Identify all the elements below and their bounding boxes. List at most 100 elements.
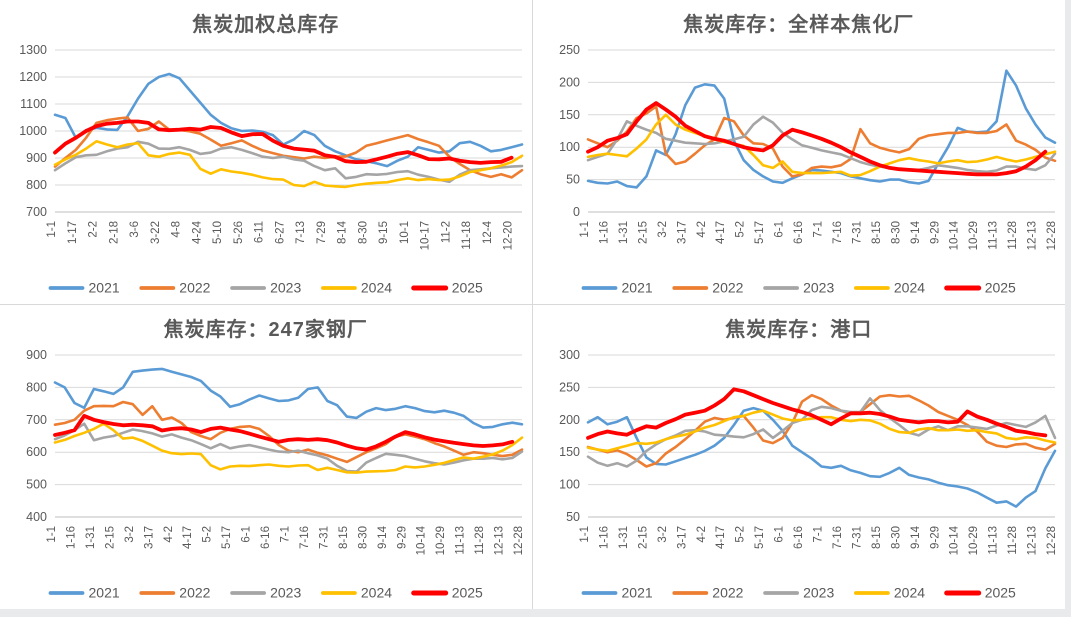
y-axis-labels: 400 500 600 700 800 900 — [26, 348, 47, 524]
chart-title-steel-mills: 焦炭库存：247家钢厂 — [163, 318, 368, 341]
x-tick-label: 4-2 — [163, 526, 175, 543]
x-tick-label: 5-10 — [212, 221, 224, 244]
y-tick-label: 100 — [559, 477, 580, 491]
y-tick-label: 50 — [566, 510, 580, 524]
x-tick-label: 1-1 — [46, 221, 58, 238]
x-tick-label: 11-28 — [1007, 526, 1019, 555]
x-tick-label: 9-14 — [909, 525, 921, 549]
chart-panel-coking-plants: 焦炭库存：全样本焦化厂 0 50 100 150 200 250 1-1 1-16 1-31 2-… — [532, 0, 1065, 305]
x-tick-label: 11-13 — [987, 221, 999, 250]
y-tick-label: 800 — [26, 380, 47, 394]
x-tick-label: 3-2 — [656, 221, 668, 238]
x-tick-label: 4-17 — [182, 526, 194, 549]
chart-panel-steel-mills: 焦炭库存：247家钢厂 400 500 600 700 800 900 1-1 1-16 1-3… — [0, 304, 533, 609]
x-tick-label: 5-26 — [233, 221, 245, 244]
legend-label-2022: 2022 — [179, 584, 210, 600]
legend-label-2024: 2024 — [361, 584, 392, 600]
x-axis-labels: 1-1 1-16 1-31 2-15 3-2 3-17 4-2 4-17 5-2 5-17 6-1 6… — [579, 525, 1058, 555]
x-tick-label: 12-28 — [1046, 526, 1058, 555]
x-tick-label: 1-31 — [85, 526, 97, 549]
x-tick-label: 5-2 — [734, 221, 746, 238]
chart-canvas-steel-mills: 400 500 600 700 800 900 1-1 1-16 1-31 2-15 3-2 3-17… — [26, 348, 525, 601]
x-tick-label: 1-16 — [598, 221, 610, 244]
y-tick-label: 0 — [573, 205, 580, 219]
chart-canvas-weighted-total: 700 800 900 1000 1100 1200 1300 1-1 1-17 2-2 2-18 3… — [19, 43, 524, 296]
series-line-2021 — [586, 406, 1056, 508]
legend-label-2021: 2021 — [89, 280, 120, 296]
x-tick-label: 10-14 — [948, 525, 960, 555]
x-tick-label: 6-16 — [260, 526, 272, 549]
y-tick-label: 900 — [26, 151, 47, 165]
x-tick-label: 11-2 — [440, 221, 452, 243]
x-tick-label: 11-13 — [987, 526, 999, 555]
series-lines — [585, 386, 1056, 508]
x-tick-label: 5-17 — [754, 221, 766, 244]
y-tick-label: 600 — [26, 445, 47, 459]
x-tick-label: 1-31 — [617, 221, 629, 244]
legend-label-2021: 2021 — [89, 584, 120, 600]
series-line-2024 — [586, 408, 1056, 452]
x-tick-label: 10-14 — [948, 220, 960, 250]
x-tick-label: 7-31 — [318, 526, 330, 549]
x-tick-label: 12-28 — [1046, 221, 1058, 250]
legend-label-2024: 2024 — [361, 280, 392, 296]
x-tick-label: 3-17 — [676, 221, 688, 244]
y-tick-label: 900 — [26, 348, 47, 362]
series-line-2024 — [53, 421, 524, 474]
series-line-2022 — [53, 400, 524, 463]
series-line-2025 — [585, 386, 1047, 440]
x-tick-label: 11-28 — [1007, 221, 1019, 250]
x-tick-label: 9-14 — [909, 220, 921, 244]
legend-label-2025: 2025 — [984, 280, 1015, 296]
x-tick-label: 8-30 — [357, 526, 369, 549]
x-tick-label: 3-6 — [129, 221, 141, 238]
y-tick-label: 1000 — [19, 124, 47, 138]
x-tick-label: 8-30 — [890, 221, 902, 244]
series-line-2023 — [53, 421, 524, 473]
y-tick-label: 1100 — [20, 97, 47, 111]
x-tick-label: 4-24 — [191, 220, 203, 244]
x-axis-labels: 1-1 1-16 1-31 2-15 3-2 3-17 4-2 4-17 5-2 5-17 6-1 6… — [46, 525, 525, 555]
legend-label-2024: 2024 — [893, 280, 924, 296]
x-tick-label: 1-31 — [617, 526, 629, 549]
legend: 2021 2022 2023 2024 2025 — [48, 584, 483, 600]
chart-canvas-coking-plants: 0 50 100 150 200 250 1-1 1-16 1-31 2-15 3-2 3-17 4-2… — [559, 43, 1058, 296]
x-tick-label: 2-15 — [637, 221, 649, 244]
x-tick-label: 9-29 — [396, 526, 408, 549]
x-tick-label: 12-13 — [1026, 526, 1038, 555]
x-tick-label: 9-14 — [377, 525, 389, 549]
y-tick-label: 250 — [559, 43, 580, 57]
x-tick-label: 1-1 — [579, 526, 591, 543]
legend-label-2021: 2021 — [621, 280, 652, 296]
x-tick-label: 7-31 — [851, 221, 863, 244]
x-tick-label: 12-28 — [513, 526, 525, 555]
x-tick-label: 4-17 — [715, 526, 727, 549]
x-tick-label: 8-15 — [870, 221, 882, 244]
x-tick-label: 6-1 — [241, 526, 253, 543]
x-tick-label: 11-13 — [455, 526, 467, 555]
y-tick-label: 150 — [559, 108, 580, 122]
x-axis-labels: 1-1 1-16 1-31 2-15 3-2 3-17 4-2 4-17 5-2 5-17 6-1 6… — [579, 220, 1058, 250]
x-tick-label: 8-14 — [337, 220, 349, 244]
x-tick-label: 2-15 — [637, 526, 649, 549]
x-tick-label: 7-29 — [316, 221, 328, 244]
x-tick-label: 3-2 — [124, 526, 136, 543]
x-tick-label: 2-2 — [88, 221, 100, 238]
x-tick-label: 7-1 — [812, 526, 824, 543]
x-tick-label: 7-1 — [280, 526, 292, 543]
x-tick-label: 4-2 — [695, 526, 707, 543]
x-tick-label: 8-30 — [357, 221, 369, 244]
series-line-2024 — [586, 113, 1056, 177]
y-tick-label: 50 — [566, 173, 580, 187]
chart-title-ports: 焦炭库存：港口 — [725, 318, 873, 341]
x-tick-label: 10-29 — [968, 221, 980, 250]
x-tick-label: 12-13 — [1026, 221, 1038, 250]
x-tick-label: 6-27 — [274, 221, 286, 244]
legend: 2021 2022 2023 2024 2025 — [581, 584, 1016, 600]
series-line-2022 — [586, 105, 1056, 178]
legend-label-2023: 2023 — [803, 280, 834, 296]
x-tick-label: 5-2 — [202, 526, 214, 543]
y-tick-label: 500 — [26, 477, 47, 491]
chart-panel-ports: 焦炭库存：港口 50 100 150 200 250 300 1-1 1-16 1-31 2-15… — [532, 304, 1065, 609]
chart-title-coking-plants: 焦炭库存：全样本焦化厂 — [683, 14, 915, 36]
